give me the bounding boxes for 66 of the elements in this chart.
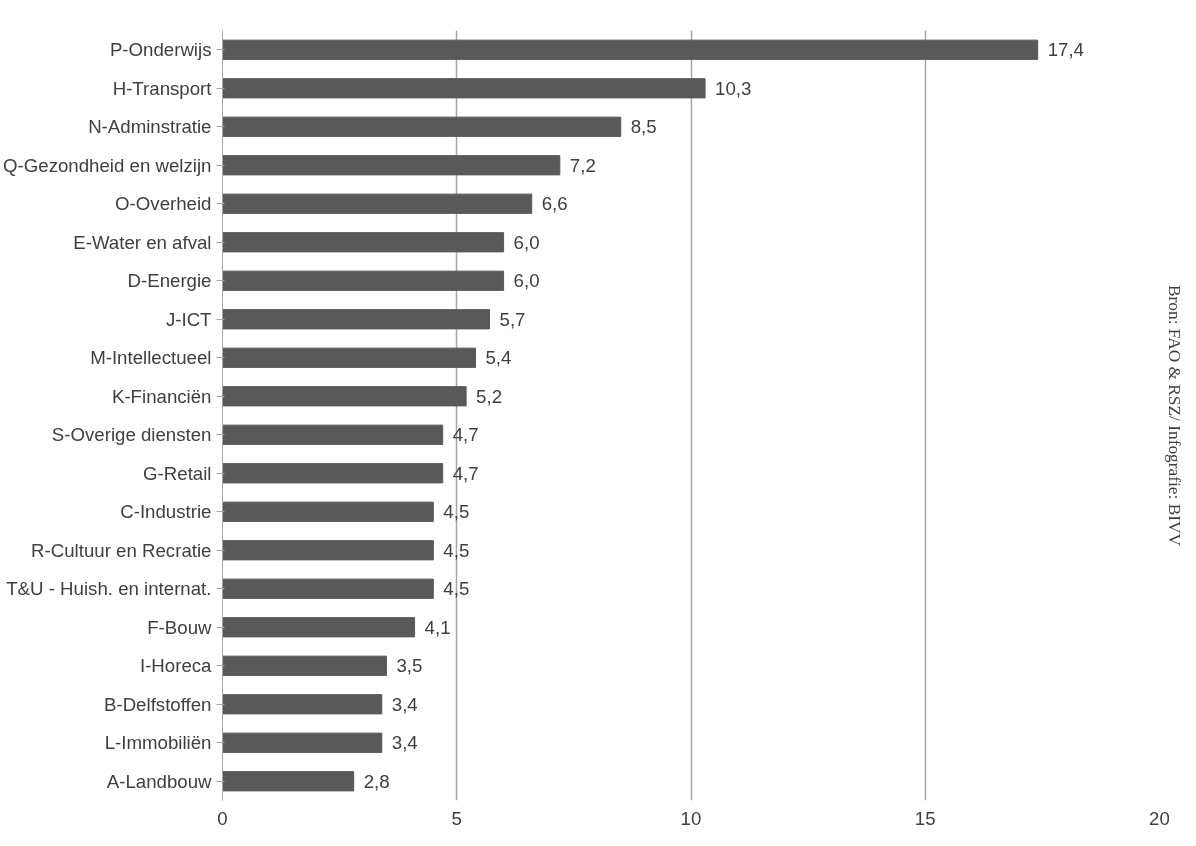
- y-tick-label: D-Energie: [127, 270, 212, 292]
- x-tick-label: 5: [451, 807, 462, 829]
- data-label: 5,4: [485, 347, 512, 369]
- data-label: 4,5: [443, 578, 470, 600]
- data-label: 4,7: [452, 462, 479, 484]
- bar: [222, 501, 434, 522]
- bar: [222, 424, 444, 445]
- y-tick-label: R-Cultuur en Recratie: [31, 539, 212, 561]
- bar: [222, 655, 387, 676]
- bar: [222, 732, 383, 753]
- data-label: 7,2: [569, 154, 596, 176]
- bar: [222, 78, 706, 99]
- bar: [222, 309, 491, 330]
- bar: [222, 771, 355, 792]
- y-tick-label: H-Transport: [112, 77, 213, 99]
- data-label: 10,3: [715, 77, 752, 99]
- data-label: 6,6: [541, 193, 568, 215]
- y-tick-label: B-Delfstoffen: [104, 693, 212, 715]
- data-label: 4,5: [443, 539, 470, 561]
- bar: [222, 347, 476, 368]
- data-label: 4,7: [452, 424, 479, 446]
- text: Bron: FAO & RSZ/ Infografie: BIVV: [1164, 284, 1184, 547]
- data-label: 4,1: [424, 616, 451, 638]
- data-label: 17,4: [1047, 39, 1084, 61]
- data-label: 2,8: [363, 770, 390, 792]
- data-label: 3,4: [391, 693, 418, 715]
- data-label: 6,0: [513, 231, 540, 253]
- y-tick-label: A-Landbouw: [106, 770, 213, 792]
- data-label: 6,0: [513, 270, 540, 292]
- y-tick-label: J-ICT: [165, 308, 212, 330]
- bar: [222, 617, 416, 638]
- x-tick-label: 15: [914, 807, 936, 829]
- bar: [222, 694, 383, 715]
- data-label: 3,4: [391, 732, 418, 754]
- bar: [222, 116, 622, 137]
- bar: [222, 193, 533, 214]
- data-label: 5,7: [499, 308, 526, 330]
- x-tick-label: 20: [1149, 807, 1170, 829]
- bar: [222, 463, 444, 484]
- bar: [222, 232, 505, 253]
- bar: [222, 578, 434, 599]
- bar: [222, 155, 561, 176]
- y-tick-label: Q-Gezondheid en welzijn: [3, 154, 212, 176]
- bar: [222, 39, 1039, 60]
- y-tick-label: O-Overheid: [115, 193, 212, 215]
- y-tick-label: K-Financiën: [111, 385, 212, 407]
- data-label: 4,5: [443, 501, 470, 523]
- y-tick-label: P-Onderwijs: [109, 39, 212, 61]
- data-label: 8,5: [630, 116, 657, 138]
- data-label: 3,5: [396, 655, 423, 677]
- y-tick-label: G-Retail: [143, 462, 212, 484]
- x-tick-label: 10: [680, 807, 702, 829]
- y-tick-label: F-Bouw: [147, 616, 213, 638]
- bar: [222, 540, 434, 561]
- data-label: 5,2: [476, 385, 503, 407]
- y-tick-label: C-Industrie: [120, 501, 212, 523]
- bar: [222, 386, 467, 407]
- y-tick-label: I-Horeca: [139, 655, 213, 677]
- x-tick-label: 0: [217, 807, 228, 829]
- y-tick-label: E-Water en afval: [73, 231, 212, 253]
- bar: [222, 270, 505, 291]
- y-tick-label: S-Overige diensten: [51, 424, 212, 446]
- y-tick-label: N-Adminstratie: [88, 116, 212, 138]
- y-tick-label: M-Intellectueel: [90, 347, 212, 369]
- y-tick-label: L-Immobiliën: [104, 732, 212, 754]
- y-tick-label: T&U - Huish. en internat.: [6, 578, 212, 600]
